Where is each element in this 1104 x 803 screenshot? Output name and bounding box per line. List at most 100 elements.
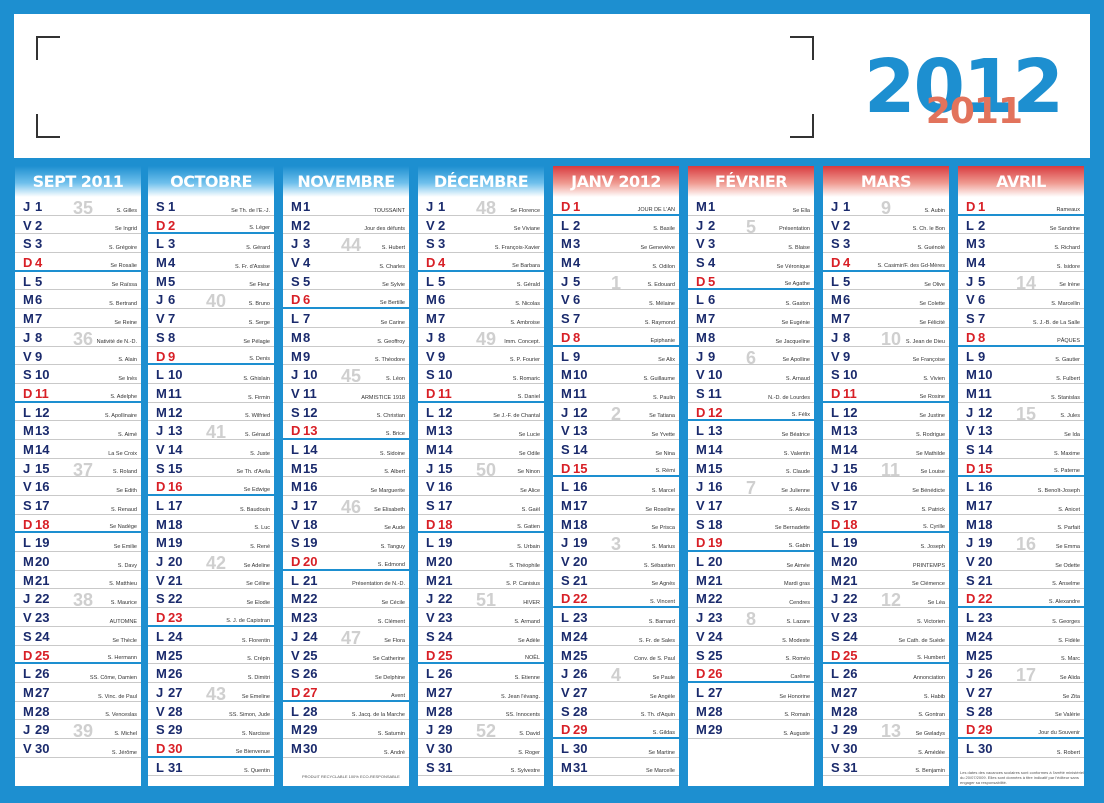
day-letter: L (291, 572, 299, 588)
day-letter: M (291, 460, 302, 476)
day-row: D 9 S. Denis (148, 347, 274, 366)
saint-name: S. Matthieu (109, 581, 137, 588)
day-row: J 29 Se Gwladys 13 (823, 720, 949, 740)
day-letter: M (156, 535, 167, 551)
day-number: 25 (843, 647, 858, 663)
day-letter: V (23, 217, 32, 233)
saint-name: Se Edith (116, 488, 137, 494)
day-number: 3 (708, 236, 716, 252)
saint-name: S. Albert (384, 469, 405, 476)
day-number: 21 (978, 572, 993, 588)
day-number: 28 (168, 703, 183, 719)
week-number: 49 (476, 328, 497, 349)
saint-name: S. Charles (379, 263, 405, 270)
day-letter: S (696, 255, 705, 271)
day-number: 31 (168, 759, 183, 775)
day-number: 30 (843, 740, 858, 756)
day-letter: M (23, 684, 34, 700)
day-number: 8 (843, 329, 851, 345)
day-number: 24 (843, 628, 858, 644)
day-row: J 29 S. Michel 39 (15, 720, 141, 742)
day-letter: D (23, 647, 33, 663)
day-row: L 19 S. Urbain (418, 533, 544, 553)
day-row: V 16 Se Alice (418, 477, 544, 496)
week-number: 45 (341, 366, 362, 387)
day-row: M 9 S. Théodore (283, 347, 409, 366)
week-number: 50 (476, 459, 497, 480)
day-row: J 6 S. Bruno 40 (148, 290, 274, 310)
day-letter: L (23, 273, 31, 289)
day-letter: V (696, 628, 705, 644)
day-row: M 6 Se Colette (823, 290, 949, 310)
day-number: 26 (708, 666, 723, 682)
day-number: 22 (438, 591, 453, 607)
week-number: 39 (73, 721, 94, 742)
day-row: M 31 Se Marcelle (553, 758, 679, 777)
day-number: 24 (438, 628, 453, 644)
saint-name: Se Marguerite (370, 488, 405, 494)
day-letter: M (291, 479, 302, 495)
saint-name: S. François-Xavier (494, 245, 540, 252)
saint-name: Conv. de S. Paul (634, 656, 675, 663)
day-row: S 25 S. Roméo (688, 646, 814, 665)
week-number: 46 (341, 497, 362, 517)
saint-name: S. Patrick (921, 506, 945, 513)
saint-name: S. Geoffroy (377, 338, 405, 345)
saint-name: Se Edwige (243, 487, 270, 493)
day-number: 18 (168, 516, 183, 532)
day-letter: L (291, 311, 299, 327)
day-letter: L (966, 479, 974, 495)
day-row: S 21 Se Agnès (553, 571, 679, 590)
day-letter: V (831, 740, 840, 756)
saint-name: S. Félix (791, 412, 810, 419)
saint-name: Se Mathilde (915, 450, 945, 457)
day-row: L 16 S. Marcel (553, 477, 679, 496)
day-number: 22 (978, 591, 993, 607)
day-row: J 13 S. Géraud 41 (148, 421, 274, 441)
day-row: L 30 S. Robert (958, 739, 1084, 758)
day-row: M 23 S. Clément (283, 608, 409, 627)
day-number: 16 (708, 479, 723, 495)
day-row: M 14 Se Odile (418, 440, 544, 459)
day-letter: V (23, 348, 32, 364)
day-number: 7 (168, 311, 176, 327)
day-letter: L (696, 684, 704, 700)
day-number: 9 (35, 348, 43, 364)
day-number: 1 (303, 199, 311, 214)
day-letter: D (696, 535, 706, 551)
day-letter: V (426, 348, 435, 364)
day-number: 23 (303, 610, 318, 626)
day-row: M 18 Se Prisca (553, 515, 679, 534)
saint-name: S. Roland (112, 469, 137, 476)
saint-name: S. Basile (653, 226, 675, 233)
day-letter: M (156, 516, 167, 532)
day-letter: M (831, 703, 842, 719)
day-number: 4 (168, 255, 176, 271)
saint-name: S. Armand (514, 618, 540, 625)
day-row: L 26 Annonciation (823, 664, 949, 683)
saint-name: S. Denis (249, 356, 270, 363)
saint-name: Se Viviane (513, 226, 540, 233)
day-number: 20 (303, 554, 318, 570)
day-letter: V (291, 255, 300, 271)
day-list: J 1 Se Florence 48 V 2 Se Viviane S 3 S. François… (418, 197, 544, 777)
saint-name: S. Aimé (118, 431, 137, 438)
day-letter: J (696, 479, 704, 495)
day-row: L 31 S. Quentin (148, 758, 274, 777)
day-number: 20 (843, 554, 858, 570)
day-number: 16 (168, 479, 183, 495)
day-letter: D (156, 348, 166, 364)
day-number: 2 (303, 217, 311, 233)
day-number: 5 (708, 273, 716, 289)
day-row: V 6 S. Marcellin (958, 290, 1084, 310)
day-number: 6 (843, 292, 851, 308)
day-number: 2 (573, 217, 581, 233)
saint-name: S. Firmin (248, 394, 270, 401)
day-row: S 24 Se Adèle (418, 627, 544, 646)
day-letter: M (156, 385, 167, 401)
day-row: L 12 Se Justine (823, 403, 949, 422)
day-number: 1 (438, 199, 446, 214)
saint-name: Se Th. d'Avila (236, 469, 270, 476)
day-row: M 17 S. Anicet (958, 496, 1084, 515)
day-letter: S (291, 404, 300, 420)
